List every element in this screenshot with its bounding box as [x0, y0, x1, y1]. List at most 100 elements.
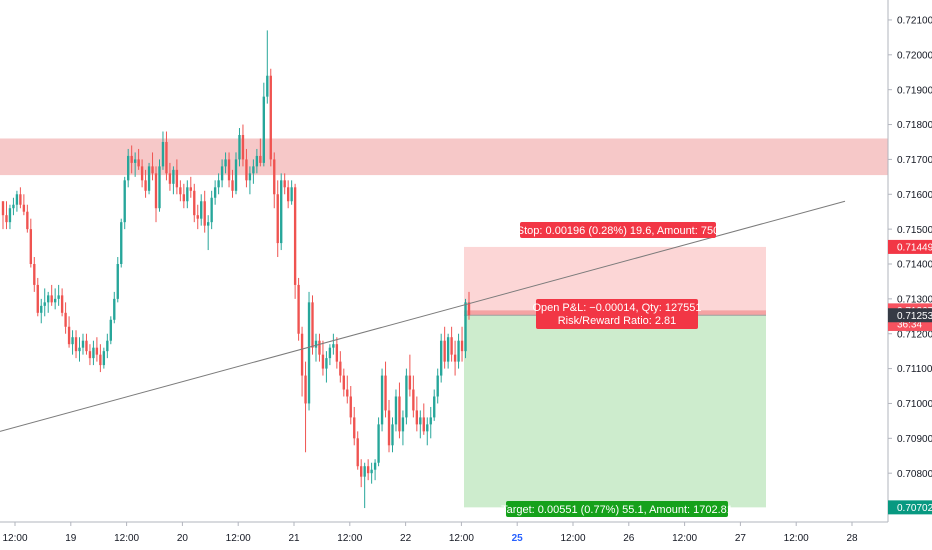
- position-tool[interactable]: [464, 246, 766, 508]
- price-label: 0.70702: [897, 503, 932, 514]
- price-tick-label: 0.71000: [897, 399, 932, 410]
- candle: [165, 131, 168, 181]
- candle: [248, 166, 252, 195]
- time-axis[interactable]: 12:00 19 12:00 20 12:00 21 12:00 22 12:00 25 12:00…: [0, 521, 888, 544]
- candle-body: [460, 340, 464, 352]
- candle: [346, 375, 349, 404]
- candle-body: [234, 159, 238, 191]
- candle: [286, 180, 290, 209]
- candle: [106, 333, 109, 359]
- candle: [439, 333, 443, 383]
- time-tick-label: 12:00: [672, 533, 697, 544]
- trend-line[interactable]: [0, 200, 846, 432]
- candle: [22, 194, 26, 216]
- candle: [130, 145, 133, 174]
- candle: [366, 459, 370, 481]
- candle-body: [394, 396, 398, 425]
- candle: [276, 180, 279, 258]
- candle-body: [43, 302, 46, 306]
- price-tick-label: 0.71500: [897, 225, 932, 236]
- candle-body: [116, 264, 119, 299]
- candle-body: [158, 166, 161, 209]
- candle-body: [325, 358, 328, 369]
- candle: [314, 333, 318, 362]
- time-tick-label: 12:00: [114, 533, 139, 544]
- candle: [384, 361, 387, 418]
- candle: [43, 288, 46, 317]
- candle: [353, 406, 356, 446]
- candle: [206, 215, 210, 251]
- candle-body: [436, 375, 439, 397]
- candle: [193, 183, 196, 223]
- candle-body: [356, 438, 359, 467]
- candle: [1, 201, 5, 230]
- candle: [245, 148, 248, 188]
- price-tick-label: 0.71100: [897, 364, 932, 375]
- candle-body: [29, 229, 33, 264]
- candle: [318, 333, 321, 362]
- candle-body: [5, 215, 8, 223]
- candle-body: [200, 201, 203, 219]
- candle-body: [92, 347, 95, 359]
- candle: [71, 330, 74, 355]
- candle-body: [81, 340, 85, 348]
- candle: [446, 333, 450, 369]
- candle: [140, 159, 144, 188]
- candle-body: [85, 340, 88, 352]
- candle-body: [196, 215, 199, 219]
- candle-body: [419, 417, 422, 425]
- trendline-layer[interactable]: [0, 200, 846, 432]
- candle: [259, 138, 262, 167]
- price-tick-label: 0.71800: [897, 120, 932, 131]
- candle: [109, 316, 112, 345]
- candle-body: [457, 340, 460, 362]
- candle-body: [297, 284, 300, 334]
- candle-body: [443, 340, 446, 362]
- candle: [321, 340, 325, 376]
- time-tick-label: 12:00: [784, 533, 809, 544]
- candle-body: [429, 417, 432, 425]
- candle-body: [398, 396, 401, 432]
- candle-body: [370, 469, 373, 474]
- candle-body: [74, 337, 78, 352]
- candle: [370, 462, 373, 484]
- candle-body: [467, 302, 471, 316]
- candle-body: [168, 173, 172, 184]
- candle-body: [283, 180, 286, 188]
- candle-body: [95, 347, 99, 355]
- stop-label: Stop: 0.00196 (0.28%) 19.6, Amount: 750: [517, 225, 719, 237]
- candle: [85, 333, 88, 355]
- candle-body: [422, 417, 425, 432]
- candle: [47, 291, 50, 313]
- candle-body: [227, 159, 231, 181]
- candle: [436, 368, 439, 404]
- candle: [419, 410, 422, 439]
- target-label: Target: 0.00551 (0.77%) 55.1, Amount: 17…: [501, 504, 733, 516]
- candle-body: [453, 354, 457, 362]
- candle: [297, 277, 300, 341]
- price-label-badge: [888, 500, 932, 515]
- resistance-zone[interactable]: [0, 138, 888, 176]
- price-axis[interactable]: 0.72100 0.72000 0.71900 0.71800 0.71700 0.716…: [887, 0, 932, 522]
- time-tick-label: 22: [400, 533, 412, 544]
- candle-body: [231, 180, 234, 191]
- candle-body: [266, 75, 269, 97]
- candle: [433, 389, 436, 421]
- price-tick-label: 0.70800: [897, 469, 932, 480]
- candle: [19, 187, 22, 209]
- candle: [64, 302, 67, 334]
- candle: [325, 351, 328, 383]
- candle: [373, 459, 377, 481]
- candle: [67, 316, 71, 348]
- candle-body: [276, 194, 279, 244]
- stop-badge: [520, 222, 716, 238]
- time-tick-label: 12:00: [2, 533, 27, 544]
- candle-body: [405, 375, 408, 418]
- candle-body: [255, 155, 259, 167]
- candle-body: [57, 295, 60, 299]
- candle-body: [53, 298, 57, 303]
- candle-body: [248, 173, 252, 181]
- target-zone[interactable]: [464, 315, 766, 508]
- price-tick-label: 0.71700: [897, 155, 932, 166]
